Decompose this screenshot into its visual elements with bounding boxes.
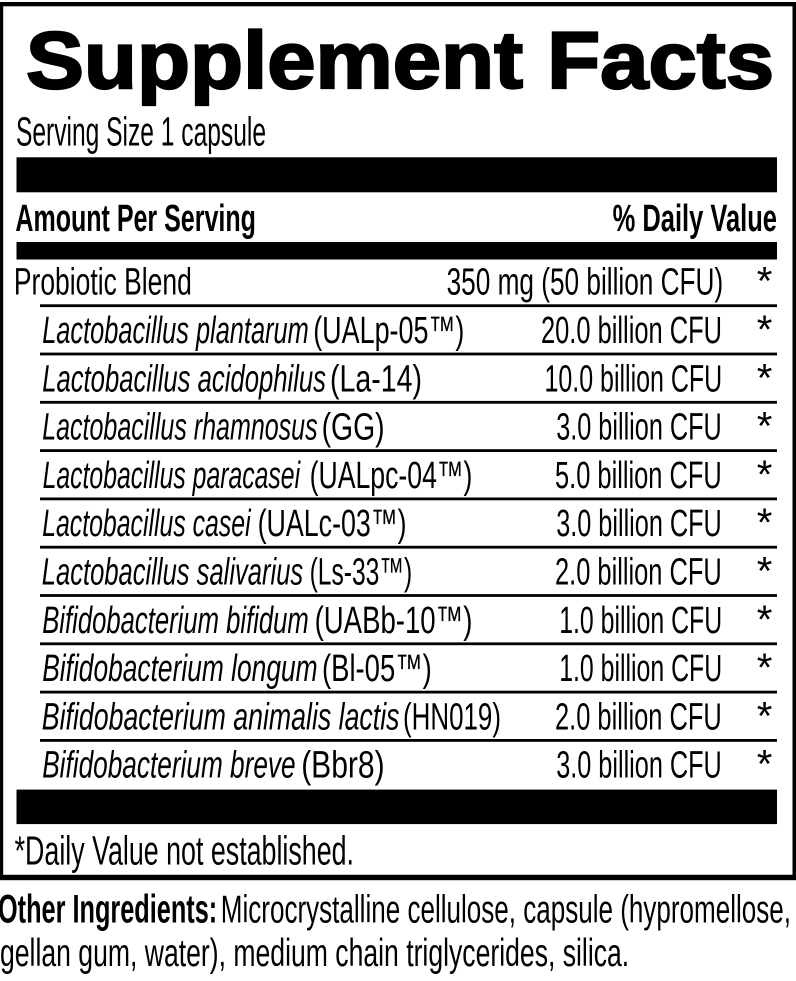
svg-text:(UALpc-04™): (UALpc-04™): [310, 454, 473, 497]
svg-text:(UALp-05™): (UALp-05™): [313, 309, 464, 352]
svg-text:Bifidobacterium longum: Bifidobacterium longum: [42, 647, 317, 690]
svg-text:*: *: [757, 743, 773, 787]
svg-text:Lactobacillus casei: Lactobacillus casei: [42, 502, 251, 545]
svg-text:Lactobacillus salivarius: Lactobacillus salivarius: [42, 551, 303, 594]
svg-text:(HN019): (HN019): [403, 695, 501, 738]
svg-text:(UABb-10™): (UABb-10™): [315, 599, 473, 642]
svg-text:5.0 billion CFU: 5.0 billion CFU: [555, 454, 722, 497]
svg-text:20.0 billion CFU: 20.0 billion CFU: [541, 309, 722, 352]
svg-text:(Bl-05™): (Bl-05™): [322, 647, 432, 690]
svg-text:Lactobacillus acidophilus: Lactobacillus acidophilus: [42, 357, 326, 400]
svg-text:*: *: [757, 356, 773, 400]
svg-text:(GG): (GG): [322, 406, 385, 449]
svg-text:*: *: [757, 501, 773, 545]
svg-text:gellan gum, water), medium cha: gellan gum, water), medium chain triglyc…: [0, 931, 629, 975]
svg-text:1.0 billion CFU: 1.0 billion CFU: [559, 599, 722, 642]
svg-text:2.0 billion CFU: 2.0 billion CFU: [555, 551, 722, 594]
svg-text:3.0 billion CFU: 3.0 billion CFU: [556, 406, 722, 449]
svg-text:*: *: [757, 598, 773, 642]
svg-text:Supplement Facts: Supplement Facts: [26, 16, 774, 106]
svg-text:*: *: [757, 646, 773, 690]
svg-text:% Daily Value: % Daily Value: [613, 198, 777, 240]
svg-text:Serving Size 1 capsule: Serving Size 1 capsule: [16, 109, 266, 155]
svg-text:Amount Per Serving: Amount Per Serving: [15, 198, 256, 240]
svg-text:*: *: [757, 550, 773, 594]
svg-text:Lactobacillus plantarum: Lactobacillus plantarum: [42, 309, 309, 352]
svg-text:(Bbr8): (Bbr8): [301, 744, 384, 787]
svg-text:Lactobacillus rhamnosus: Lactobacillus rhamnosus: [42, 406, 317, 449]
svg-text:Other Ingredients:: Other Ingredients:: [0, 888, 217, 932]
svg-text:1.0 billion CFU: 1.0 billion CFU: [559, 647, 722, 690]
svg-text:(Ls-33™): (Ls-33™): [310, 551, 413, 594]
svg-text:Bifidobacterium breve: Bifidobacterium breve: [42, 744, 295, 787]
svg-text:3.0 billion CFU: 3.0 billion CFU: [556, 744, 722, 787]
svg-text:Bifidobacterium bifidum: Bifidobacterium bifidum: [42, 599, 309, 642]
svg-text:Lactobacillus paracasei: Lactobacillus paracasei: [43, 454, 301, 497]
svg-text:Bifidobacterium animalis lacti: Bifidobacterium animalis lactis: [42, 695, 400, 738]
svg-text:10.0 billion CFU: 10.0 billion CFU: [545, 357, 723, 400]
svg-text:3.0 billion CFU: 3.0 billion CFU: [556, 502, 722, 545]
svg-text:(UALc-03™): (UALc-03™): [258, 502, 407, 545]
svg-text:2.0 billion CFU: 2.0 billion CFU: [555, 695, 722, 738]
svg-text:*: *: [757, 453, 773, 497]
svg-text:*: *: [757, 308, 773, 352]
svg-text:*: *: [757, 405, 773, 449]
svg-text:350 mg (50 billion CFU): 350 mg (50 billion CFU): [447, 261, 724, 304]
svg-text:(La-14): (La-14): [330, 357, 422, 400]
svg-text:Microcrystalline cellulose, ca: Microcrystalline cellulose, capsule (hyp…: [221, 888, 791, 932]
svg-text:*Daily Value not established.: *Daily Value not established.: [15, 828, 354, 874]
svg-text:*: *: [757, 694, 773, 738]
svg-text:Probiotic Blend: Probiotic Blend: [14, 261, 192, 304]
svg-text:*: *: [757, 260, 773, 304]
